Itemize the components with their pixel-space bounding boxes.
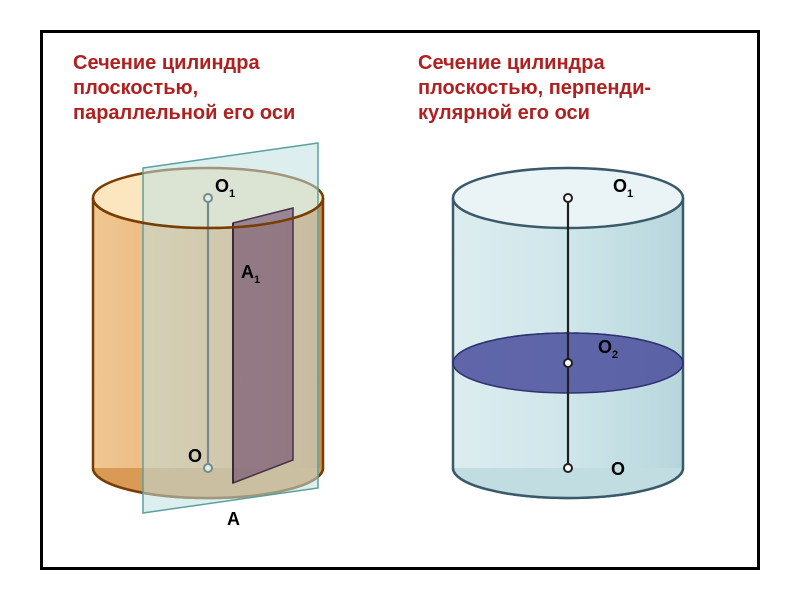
left-diagram: O1 O A1 A xyxy=(53,128,393,548)
cyl2-O2-point xyxy=(564,359,572,367)
cyl2-O1-point xyxy=(564,194,572,202)
left-title: Сечение цилиндра плоскостью, параллельно… xyxy=(73,51,295,126)
left-title-line3: параллельной его оси xyxy=(73,101,295,126)
left-title-line2: плоскостью, xyxy=(73,76,295,101)
right-title-line1: Сечение цилиндра xyxy=(418,51,651,76)
right-title: Сечение цилиндра плоскостью, перпенди- к… xyxy=(418,51,651,126)
right-diagram: O1 O2 O xyxy=(413,128,743,548)
cyl1-label-O: O xyxy=(188,446,202,466)
right-title-line2: плоскостью, перпенди- xyxy=(418,76,651,101)
right-title-line3: кулярной его оси xyxy=(418,101,651,126)
slide-frame: Сечение цилиндра плоскостью, параллельно… xyxy=(0,0,800,600)
cyl2-O-point xyxy=(564,464,572,472)
left-title-line1: Сечение цилиндра xyxy=(73,51,295,76)
section-rect xyxy=(233,208,293,483)
slide-inner: Сечение цилиндра плоскостью, параллельно… xyxy=(40,30,760,570)
cyl2-label-O: O xyxy=(611,459,625,479)
cyl1-label-A: A xyxy=(227,509,240,529)
